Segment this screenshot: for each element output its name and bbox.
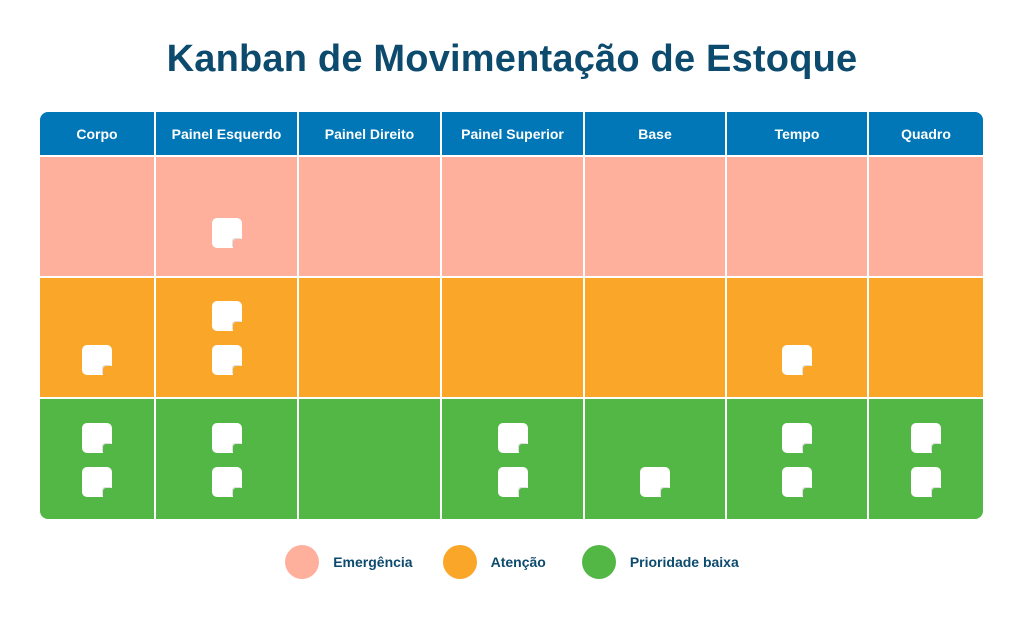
kanban-cell bbox=[156, 157, 299, 278]
kanban-cell bbox=[40, 278, 156, 399]
column-header-quadro: Quadro bbox=[869, 112, 983, 157]
sticky-note-icon[interactable] bbox=[82, 467, 112, 497]
sticky-note-icon[interactable] bbox=[640, 467, 670, 497]
sticky-note-icon[interactable] bbox=[911, 423, 941, 453]
legend-item: Atenção bbox=[442, 545, 546, 579]
column-header-corpo: Corpo bbox=[40, 112, 156, 157]
kanban-cell bbox=[299, 278, 442, 399]
kanban-cell bbox=[299, 399, 442, 519]
sticky-note-icon[interactable] bbox=[497, 467, 528, 497]
legend-label: Atenção bbox=[490, 554, 546, 570]
legend-swatch bbox=[581, 545, 616, 579]
legend-swatch bbox=[442, 545, 477, 579]
kanban-cell bbox=[869, 399, 983, 519]
column-header-tempo: Tempo bbox=[727, 112, 869, 157]
kanban-cell bbox=[727, 399, 869, 519]
legend-item: Prioridade baixa bbox=[581, 545, 739, 579]
column-header-painel-superior: Painel Superior bbox=[442, 112, 585, 157]
kanban-cell bbox=[869, 157, 983, 278]
kanban-cell bbox=[299, 157, 442, 278]
sticky-note-icon[interactable] bbox=[782, 467, 812, 497]
kanban-cell bbox=[40, 157, 156, 278]
kanban-cell bbox=[156, 399, 299, 519]
sticky-note-icon[interactable] bbox=[82, 345, 112, 375]
kanban-board: Corpo Painel Esquerdo Painel Direito Painel… bbox=[40, 112, 983, 519]
sticky-note-icon[interactable] bbox=[211, 301, 242, 331]
legend-label: Prioridade baixa bbox=[629, 554, 739, 570]
kanban-cell bbox=[442, 399, 585, 519]
kanban-cell bbox=[442, 278, 585, 399]
sticky-note-icon[interactable] bbox=[911, 467, 941, 497]
kanban-cell bbox=[585, 278, 727, 399]
sticky-note-icon[interactable] bbox=[211, 218, 242, 248]
sticky-note-icon[interactable] bbox=[211, 423, 242, 453]
sticky-note-icon[interactable] bbox=[782, 423, 812, 453]
legend: Emergência Atenção Prioridade baixa bbox=[0, 545, 1024, 579]
legend-label: Emergência bbox=[333, 554, 413, 570]
kanban-cell bbox=[585, 157, 727, 278]
kanban-cell bbox=[727, 278, 869, 399]
sticky-note-icon[interactable] bbox=[82, 423, 112, 453]
sticky-note-icon[interactable] bbox=[211, 467, 242, 497]
kanban-cell bbox=[156, 278, 299, 399]
sticky-note-icon[interactable] bbox=[211, 345, 242, 375]
page-title: Kanban de Movimentação de Estoque bbox=[166, 38, 858, 80]
legend-item: Emergência bbox=[285, 545, 413, 579]
column-header-painel-esquerdo: Painel Esquerdo bbox=[156, 112, 299, 157]
kanban-cell bbox=[40, 399, 156, 519]
kanban-cell bbox=[727, 157, 869, 278]
sticky-note-icon[interactable] bbox=[497, 423, 528, 453]
legend-swatch bbox=[285, 545, 320, 579]
kanban-cell bbox=[442, 157, 585, 278]
kanban-cell bbox=[585, 399, 727, 519]
column-header-painel-direito: Painel Direito bbox=[299, 112, 442, 157]
column-header-base: Base bbox=[585, 112, 727, 157]
sticky-note-icon[interactable] bbox=[782, 345, 812, 375]
kanban-cell bbox=[869, 278, 983, 399]
